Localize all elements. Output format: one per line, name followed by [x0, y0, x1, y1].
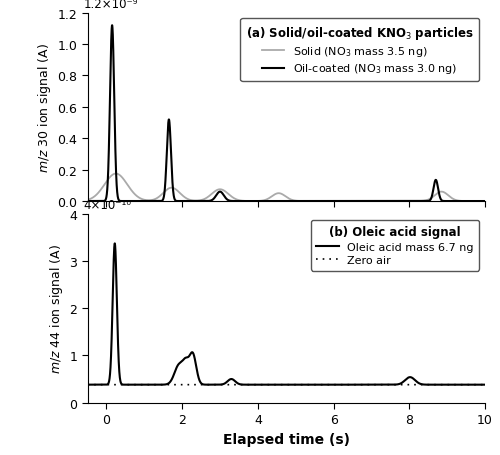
Solid (NO$_3$ mass 3.5 ng) — [177, 191, 183, 196]
Zero air — [179, 382, 185, 388]
Solid (NO$_3$ mass 3.5 ng) — [482, 199, 488, 204]
Line: Oleic acid mass 6.7 ng: Oleic acid mass 6.7 ng — [88, 244, 485, 385]
Solid (NO$_3$ mass 3.5 ng) — [113, 172, 119, 177]
Oleic acid mass 6.7 ng — [479, 382, 485, 388]
Oleic acid mass 6.7 ng — [179, 359, 185, 364]
Solid (NO$_3$ mass 3.5 ng) — [357, 199, 363, 204]
Solid (NO$_3$ mass 3.5 ng) — [179, 193, 185, 198]
Oil-coated (NO$_3$ mass 3.0 ng) — [479, 199, 485, 204]
Oil-coated (NO$_3$ mass 3.0 ng) — [352, 199, 358, 204]
Oil-coated (NO$_3$ mass 3.0 ng) — [84, 199, 90, 204]
Legend: Solid (NO$_3$ mass 3.5 ng), Oil-coated (NO$_3$ mass 3.0 ng): Solid (NO$_3$ mass 3.5 ng), Oil-coated (… — [240, 19, 480, 82]
X-axis label: Elapsed time (s): Elapsed time (s) — [223, 432, 350, 445]
Zero air — [479, 382, 485, 388]
Oleic acid mass 6.7 ng — [84, 382, 90, 388]
Oleic acid mass 6.7 ng — [177, 360, 183, 366]
Oil-coated (NO$_3$ mass 3.0 ng) — [181, 199, 187, 204]
Oleic acid mass 6.7 ng — [262, 382, 268, 388]
Text: 1.2×10⁻⁹: 1.2×10⁻⁹ — [84, 0, 138, 11]
Y-axis label: $m/z$ 44 ion signal (A): $m/z$ 44 ion signal (A) — [48, 244, 65, 374]
Oleic acid mass 6.7 ng — [234, 380, 240, 386]
Line: Oil-coated (NO$_3$ mass 3.0 ng): Oil-coated (NO$_3$ mass 3.0 ng) — [88, 26, 485, 202]
Zero air — [234, 382, 240, 388]
Text: 4×10⁻¹⁰: 4×10⁻¹⁰ — [84, 199, 132, 212]
Solid (NO$_3$ mass 3.5 ng) — [84, 197, 90, 203]
Solid (NO$_3$ mass 3.5 ng) — [479, 199, 485, 204]
Legend: Oleic acid mass 6.7 ng, Zero air: Oleic acid mass 6.7 ng, Zero air — [310, 220, 480, 271]
Solid (NO$_3$ mass 3.5 ng) — [262, 197, 268, 203]
Zero air — [84, 382, 90, 388]
Solid (NO$_3$ mass 3.5 ng) — [181, 195, 187, 200]
Oleic acid mass 6.7 ng — [181, 356, 187, 362]
Line: Solid (NO$_3$ mass 3.5 ng): Solid (NO$_3$ mass 3.5 ng) — [88, 174, 485, 202]
Oil-coated (NO$_3$ mass 3.0 ng) — [262, 199, 268, 204]
Oil-coated (NO$_3$ mass 3.0 ng) — [179, 199, 185, 204]
Zero air — [181, 382, 187, 388]
Oil-coated (NO$_3$ mass 3.0 ng) — [177, 199, 183, 204]
Oil-coated (NO$_3$ mass 3.0 ng) — [234, 199, 240, 204]
Oil-coated (NO$_3$ mass 3.0 ng) — [109, 24, 115, 29]
Zero air — [177, 382, 183, 388]
Oleic acid mass 6.7 ng — [112, 241, 117, 247]
Zero air — [482, 382, 488, 388]
Oleic acid mass 6.7 ng — [482, 382, 488, 388]
Solid (NO$_3$ mass 3.5 ng) — [234, 197, 240, 203]
Zero air — [262, 382, 268, 388]
Oil-coated (NO$_3$ mass 3.0 ng) — [482, 199, 488, 204]
Y-axis label: $m/z$ 30 ion signal (A): $m/z$ 30 ion signal (A) — [36, 43, 53, 172]
